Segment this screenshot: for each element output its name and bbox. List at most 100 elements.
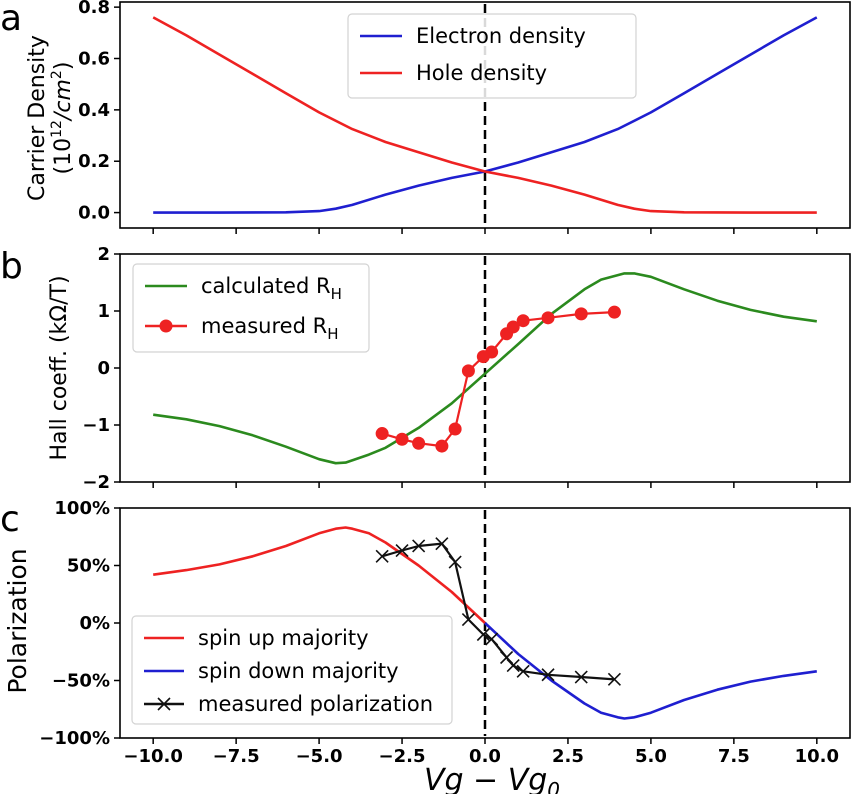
panel-b-legend-box xyxy=(132,263,370,353)
panel-c-xtick-label: 2.5 xyxy=(552,746,584,767)
panel-c-xtick-label: 7.5 xyxy=(718,746,750,767)
panel-a-ylabel-sup2: 2 xyxy=(49,70,65,79)
panel-c-series-spin-up-majority-line xyxy=(153,526,486,624)
panel-c-series-spin-up-majority xyxy=(153,526,486,624)
panel-c-ytick-label: 50% xyxy=(67,556,110,577)
panel-a-ylabel-close: ) xyxy=(51,62,76,71)
panel-b-series-measured-r-point xyxy=(412,436,426,450)
panel-letter-a: a xyxy=(0,0,22,39)
panel-a: 0.0 0.2 0.4 0.6 0.8 Electron density Hole dens… xyxy=(78,0,851,234)
panel-c-series-measured-polarization-point xyxy=(448,555,462,569)
panel-c-legend-entry-label-text: spin up majority xyxy=(198,626,369,650)
panel-b-legend-entry-label-sub: H xyxy=(327,325,338,343)
panel-c-series-measured-polarization-point xyxy=(461,612,475,627)
panel-c-series-measured-polarization-point xyxy=(500,650,514,665)
panel-c-xtick-label: 10.0 xyxy=(795,746,839,767)
panel-c-xtick-label: 0.0 xyxy=(469,746,501,767)
panel-a-ylabel-line2: (1012/cm2) xyxy=(49,62,76,175)
panel-b-series-measured-r-point xyxy=(375,427,389,441)
panel-c-series-measured-polarization xyxy=(375,537,621,686)
panel-b-ytick-label: 0 xyxy=(97,358,110,379)
panel-b-ytick-label: 1 xyxy=(97,301,110,322)
panel-letter-b: b xyxy=(0,246,23,287)
panel-c-xtick-label: 5.0 xyxy=(635,746,667,767)
panel-a-ytick-label: 0.2 xyxy=(78,151,110,172)
panel-a-series-hole-density xyxy=(152,16,817,214)
x-axis-label-sub: 0 xyxy=(547,778,560,794)
panel-b-ytick-label: −1 xyxy=(82,415,110,436)
panel-c-xtick-label: −10.0 xyxy=(123,746,183,767)
panel-c-ytick-label: −50% xyxy=(52,671,110,692)
panel-b-series-measured-r-point xyxy=(516,314,530,328)
panel-c-series-measured-polarization-point xyxy=(485,632,499,646)
panel-c-xtick-label: −2.5 xyxy=(379,746,426,767)
x-axis-label-main: Vg − Vg xyxy=(424,763,547,794)
panel-b-series-measured-r-line xyxy=(381,311,615,448)
panel-a-ytick-label: 0.0 xyxy=(78,203,110,224)
panel-c-series-measured-polarization-point xyxy=(476,627,490,642)
panel-a-legend-box xyxy=(347,13,637,99)
panel-c-series-measured-polarization-point xyxy=(541,668,555,682)
panel-c-legend-entry-label: spin down majority xyxy=(198,659,399,683)
panel-a-ylabel-unit: /cm xyxy=(51,79,76,122)
panel-c-series-spin-down-majority xyxy=(484,622,817,720)
panel-c-legend-box xyxy=(131,615,453,725)
panel-b-series-measured-r-point xyxy=(506,320,520,334)
panel-a-legend-entry-label-text: Hole density xyxy=(416,61,547,85)
panel-b-series-measured-r-point xyxy=(607,305,621,319)
panel-c-ytick-label: 0% xyxy=(79,613,110,634)
panel-c-series-measured-polarization-point xyxy=(375,549,389,563)
panel-b-legend-entry-label-text: calculated R xyxy=(201,274,331,298)
panel-c: −100% −50% 0% 50% 100% −10.0 −7.5 −5.0 −2.5 0.0 2.… xyxy=(39,498,851,767)
panel-b-series-measured-r-point xyxy=(395,432,409,446)
panel-b-legend-entry-marker xyxy=(159,319,173,333)
panel-letter-c: c xyxy=(0,499,20,540)
panel-c-legend-entry-label-text: measured polarization xyxy=(198,692,433,716)
panel-b-legend-entry-label-sub: H xyxy=(331,285,342,303)
panel-c-ylabel: Polarization xyxy=(3,548,32,693)
panel-b-legend-entry-label: measured RH xyxy=(201,314,338,343)
panel-b-ytick-label: 2 xyxy=(97,244,110,265)
panel-a-legend: Electron density Hole density xyxy=(347,13,637,99)
panel-a-series-electron-density xyxy=(153,16,818,214)
panel-b-series-measured-r-point xyxy=(448,422,462,436)
x-axis-label: Vg − Vg0 xyxy=(424,763,560,794)
panel-c-series-measured-polarization-line xyxy=(381,542,615,681)
panel-a-ylabel: Carrier Density (1012/cm2) xyxy=(25,35,76,201)
panel-a-legend-entry-label: Electron density xyxy=(416,24,586,48)
panel-c-xtick-label: −5.0 xyxy=(296,746,343,767)
panel-c-xtick-label: −7.5 xyxy=(213,746,260,767)
panel-a-ytick-label: 0.4 xyxy=(78,100,110,121)
panel-b-series-measured-r-point xyxy=(485,345,499,359)
panel-b-series-measured-r-point xyxy=(574,307,588,321)
panel-c-series-measured-polarization-point xyxy=(574,670,588,684)
panel-c-ytick-label: −100% xyxy=(39,728,110,749)
panel-c-series-measured-polarization-point xyxy=(506,658,520,673)
panel-c-series-measured-polarization-point xyxy=(435,537,449,551)
panel-b-series-measured-r-point xyxy=(461,364,475,378)
panel-c-legend: spin up majority spin down majority measur… xyxy=(131,615,453,725)
panel-b-ytick-label: −2 xyxy=(82,472,110,493)
panel-c-series-measured-polarization-point xyxy=(516,664,530,678)
panel-c-ytick-label: 100% xyxy=(54,498,110,519)
panel-a-ytick-label: 0.8 xyxy=(78,0,110,18)
panel-b-series-measured-r xyxy=(375,305,621,453)
panel-b-series-calculated-r-line xyxy=(153,272,817,465)
panel-a-ylabel-open: (10 xyxy=(51,138,76,175)
panel-c-legend-entry-label-text: spin down majority xyxy=(198,659,399,683)
panel-b-series-calculated-r xyxy=(153,272,817,465)
panel-c-series-measured-polarization-point xyxy=(412,539,426,553)
panel-a-ytick-label: 0.6 xyxy=(78,49,110,70)
panel-c-series-spin-down-majority-line xyxy=(484,622,817,720)
panel-a-ylabel-sup: 12 xyxy=(49,120,65,138)
panel-b-series-measured-r-point xyxy=(541,311,555,325)
panel-b-series-measured-r-point xyxy=(435,439,449,453)
panel-b-legend-entry-label: calculated RH xyxy=(201,274,342,303)
panel-a-ylabel-line1: Carrier Density xyxy=(25,35,50,201)
panel-a-legend-entry-label-text: Electron density xyxy=(416,24,586,48)
panel-c-legend-entry-label: spin up majority xyxy=(198,626,369,650)
panel-c-series-measured-polarization-point xyxy=(607,672,621,686)
